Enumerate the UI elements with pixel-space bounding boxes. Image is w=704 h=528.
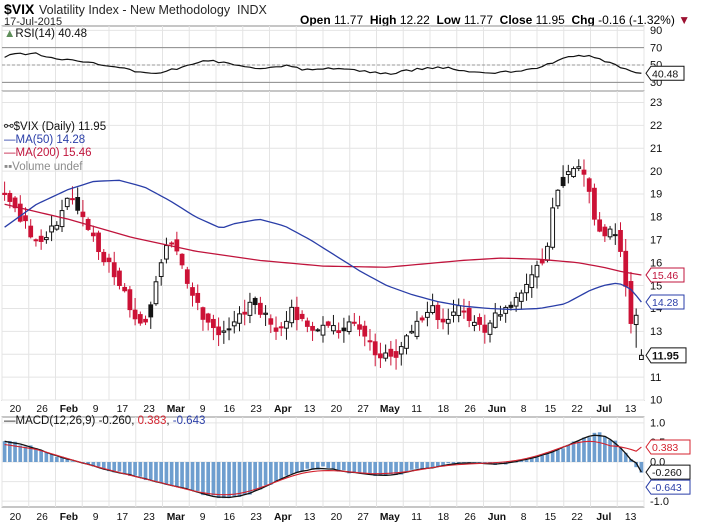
svg-text:23: 23: [250, 404, 262, 415]
svg-text:19: 19: [650, 189, 662, 201]
svg-text:13: 13: [625, 512, 637, 523]
svg-text:9: 9: [93, 512, 99, 523]
svg-text:90: 90: [650, 25, 662, 37]
svg-text:9: 9: [200, 404, 206, 415]
svg-text:17: 17: [117, 512, 129, 523]
svg-text:20: 20: [331, 404, 343, 415]
svg-text:Jun: Jun: [488, 512, 506, 523]
svg-text:-1.0: -1.0: [650, 496, 669, 508]
svg-text:18: 18: [650, 212, 662, 224]
svg-text:27: 27: [357, 404, 369, 415]
svg-text:23: 23: [143, 512, 155, 523]
svg-text:20: 20: [10, 512, 22, 523]
svg-text:23: 23: [650, 97, 662, 109]
svg-text:26: 26: [464, 404, 476, 415]
svg-text:11: 11: [411, 404, 422, 415]
svg-text:May: May: [380, 512, 400, 523]
svg-text:13: 13: [650, 326, 662, 338]
svg-text:0.383: 0.383: [652, 442, 678, 454]
svg-text:Jul: Jul: [596, 512, 611, 523]
svg-text:18: 18: [438, 512, 450, 523]
svg-text:17: 17: [650, 234, 662, 246]
svg-text:15.46: 15.46: [652, 270, 678, 282]
svg-text:9: 9: [93, 404, 99, 415]
svg-text:16: 16: [224, 512, 236, 523]
svg-text:11.95: 11.95: [652, 350, 679, 362]
svg-text:8: 8: [521, 404, 527, 415]
svg-text:21: 21: [650, 143, 662, 155]
svg-text:22: 22: [650, 120, 662, 132]
svg-text:8: 8: [521, 512, 527, 523]
svg-text:70: 70: [650, 42, 662, 54]
svg-text:Jun: Jun: [488, 404, 506, 415]
svg-text:26: 26: [36, 512, 48, 523]
svg-text:26: 26: [464, 512, 476, 523]
svg-text:9: 9: [200, 512, 206, 523]
svg-text:Apr: Apr: [274, 404, 292, 415]
svg-text:1.0: 1.0: [650, 418, 665, 430]
svg-text:40.48: 40.48: [652, 68, 678, 80]
svg-text:Mar: Mar: [167, 404, 185, 415]
svg-text:23: 23: [143, 404, 155, 415]
svg-text:-0.643: -0.643: [652, 482, 682, 494]
svg-text:20: 20: [331, 512, 343, 523]
svg-text:11: 11: [411, 512, 422, 523]
svg-text:16: 16: [224, 404, 236, 415]
svg-text:11: 11: [650, 372, 661, 384]
svg-text:18: 18: [438, 404, 450, 415]
svg-text:20: 20: [650, 166, 662, 178]
svg-text:Jul: Jul: [596, 404, 611, 415]
svg-text:14.28: 14.28: [652, 297, 678, 309]
svg-text:20: 20: [10, 404, 22, 415]
svg-text:22: 22: [571, 512, 583, 523]
svg-text:Feb: Feb: [60, 404, 78, 415]
svg-text:Mar: Mar: [167, 512, 185, 523]
svg-text:15: 15: [545, 404, 557, 415]
svg-text:27: 27: [357, 512, 369, 523]
svg-text:13: 13: [304, 512, 316, 523]
svg-text:23: 23: [250, 512, 262, 523]
svg-text:17: 17: [117, 404, 129, 415]
svg-text:13: 13: [304, 404, 316, 415]
svg-text:May: May: [380, 404, 400, 415]
svg-text:22: 22: [571, 404, 583, 415]
svg-text:-0.260: -0.260: [652, 467, 682, 479]
svg-text:10: 10: [650, 395, 662, 407]
svg-text:13: 13: [625, 404, 637, 415]
svg-text:15: 15: [545, 512, 557, 523]
svg-text:Apr: Apr: [274, 512, 292, 523]
svg-text:26: 26: [36, 404, 48, 415]
svg-text:Feb: Feb: [60, 512, 78, 523]
